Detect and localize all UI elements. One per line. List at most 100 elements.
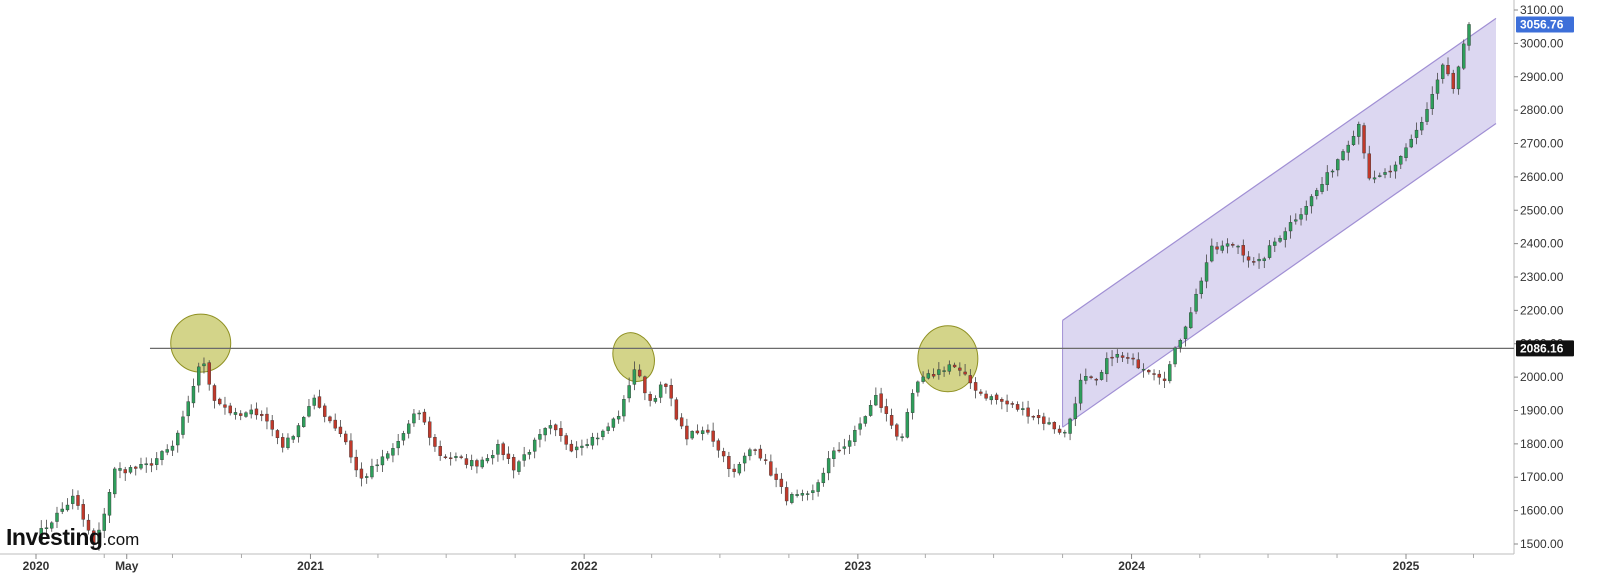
candle-body: [338, 426, 343, 435]
candle-body: [958, 367, 962, 371]
candle-body: [632, 369, 637, 385]
candle-body: [900, 436, 904, 438]
candle-body: [1267, 245, 1272, 258]
candle-body: [160, 451, 164, 460]
highlight-ellipse-2: [612, 332, 655, 382]
candle-body: [139, 464, 143, 469]
x-tick-label: 2023: [845, 559, 872, 573]
candle-body: [1372, 177, 1377, 180]
candle-body: [937, 369, 941, 375]
candle-body: [732, 468, 736, 472]
y-tick-label: 2400.00: [1520, 237, 1564, 251]
candle-body: [212, 385, 217, 401]
candle-body: [858, 423, 862, 430]
candle-body: [952, 364, 957, 368]
candle-body: [155, 458, 159, 465]
candle-body: [790, 493, 794, 503]
candle-body: [753, 449, 757, 451]
candle-body: [1236, 245, 1240, 248]
candle-body: [265, 413, 269, 422]
candle-body: [1220, 245, 1224, 251]
candle-body: [669, 385, 673, 399]
candle-body: [716, 440, 721, 451]
candle-body: [97, 529, 101, 544]
candle-body: [1278, 238, 1282, 242]
candle-body: [207, 362, 211, 385]
candle-body: [627, 385, 631, 399]
candle-body: [333, 419, 337, 429]
candle-body: [296, 425, 301, 438]
candle-body: [1257, 258, 1261, 262]
candle-body: [842, 446, 847, 449]
candle-body: [580, 445, 584, 448]
last-price-tag-bg: [1516, 16, 1574, 33]
candle-body: [595, 437, 600, 440]
candle-body: [926, 373, 931, 379]
candle-body: [1388, 170, 1392, 173]
candle-body: [1456, 66, 1461, 90]
y-tick-label: 3100.00: [1520, 3, 1564, 17]
candle-body: [1393, 164, 1398, 172]
candle-body: [559, 428, 563, 436]
candle-body: [1031, 416, 1036, 418]
candle-body: [1189, 312, 1193, 328]
candle-body: [1288, 222, 1293, 232]
candle-body: [317, 396, 322, 408]
candle-body: [359, 468, 364, 479]
candle-body: [1199, 280, 1204, 295]
candle-body: [364, 476, 369, 478]
candle-body: [55, 512, 59, 522]
candle-body: [1425, 109, 1429, 122]
candle-body: [1015, 404, 1020, 410]
candle-body: [1000, 399, 1004, 402]
candle-body: [984, 393, 988, 399]
candle-body: [44, 527, 49, 529]
candle-body: [349, 440, 353, 458]
candle-body: [664, 383, 668, 387]
candle-body: [86, 519, 91, 531]
candle-body: [811, 490, 815, 493]
candle-body: [763, 459, 768, 461]
y-tick-label: 1900.00: [1520, 403, 1564, 417]
candle-body: [1351, 136, 1356, 145]
candle-body: [144, 463, 148, 466]
candle-body: [71, 495, 75, 504]
candle-body: [548, 425, 553, 429]
candle-body: [1099, 372, 1104, 380]
candle-body: [422, 411, 427, 423]
candle-body: [1430, 94, 1434, 109]
candle-body: [438, 446, 442, 456]
candle-body: [889, 415, 894, 426]
candle-body: [527, 452, 532, 455]
candle-body: [837, 449, 841, 452]
candle-body: [758, 448, 763, 459]
candle-body: [538, 434, 542, 440]
candle-body: [748, 449, 752, 457]
x-tick-label: 2021: [297, 559, 324, 573]
investing-logo: Investing.com: [6, 524, 139, 551]
candle-body: [800, 493, 805, 496]
candle-body: [1446, 65, 1450, 75]
candle-body: [606, 426, 610, 431]
candle-body: [1304, 206, 1308, 215]
candle-body: [1183, 326, 1188, 340]
candle-body: [233, 412, 238, 415]
candle-body: [396, 441, 400, 449]
candle-body: [690, 431, 694, 439]
candle-body: [832, 450, 836, 459]
candle-body: [816, 482, 820, 492]
candle-body: [916, 381, 920, 393]
candle-body: [569, 443, 574, 452]
candle-body: [202, 363, 206, 367]
y-tick-label: 1800.00: [1520, 437, 1564, 451]
candle-body: [821, 472, 826, 484]
x-tick-label: 2025: [1393, 559, 1420, 573]
candle-body: [695, 430, 700, 434]
candle-body: [637, 369, 642, 377]
candle-body: [648, 394, 652, 401]
candle-body: [685, 425, 689, 440]
candle-body: [254, 408, 259, 416]
candle-body: [853, 430, 857, 442]
candle-body: [737, 464, 742, 474]
